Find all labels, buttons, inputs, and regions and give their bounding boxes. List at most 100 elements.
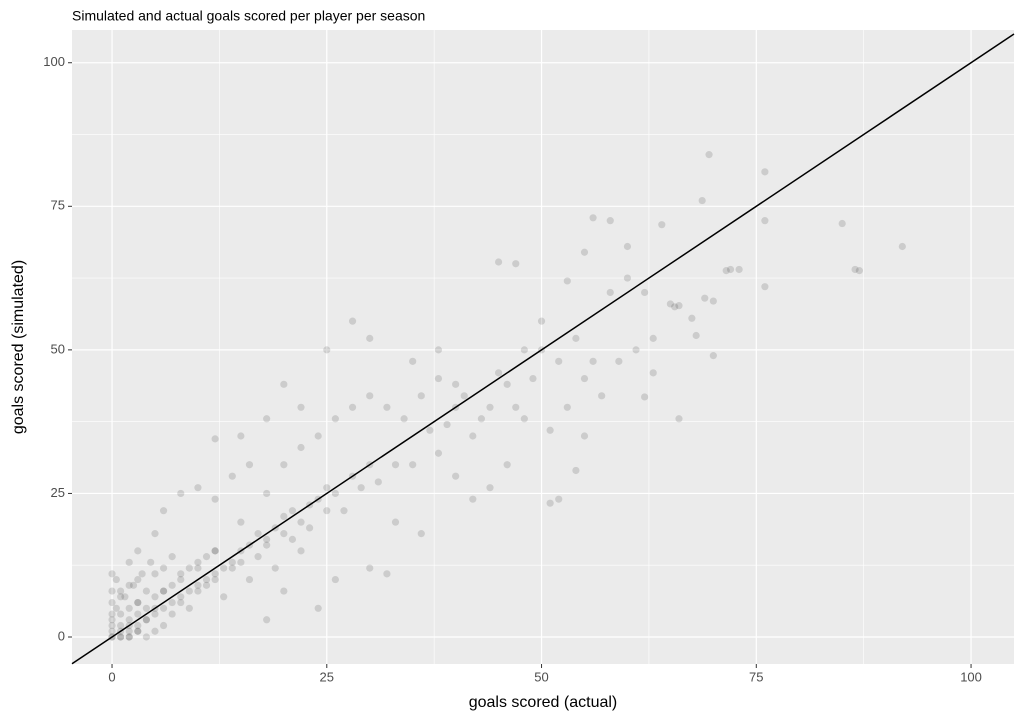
point xyxy=(855,267,863,275)
point xyxy=(469,432,477,440)
point xyxy=(151,627,159,635)
point xyxy=(494,369,503,377)
point xyxy=(117,587,125,595)
point xyxy=(671,303,679,311)
point xyxy=(357,484,365,492)
point xyxy=(112,575,120,584)
point xyxy=(138,570,146,578)
point xyxy=(580,432,589,440)
point xyxy=(469,495,477,503)
point xyxy=(108,570,116,578)
point xyxy=(520,415,528,423)
point xyxy=(129,581,138,589)
point xyxy=(761,283,769,291)
point xyxy=(125,627,133,635)
point xyxy=(555,495,563,503)
point xyxy=(142,633,150,641)
point xyxy=(383,570,391,578)
point xyxy=(537,317,546,325)
point xyxy=(761,217,769,225)
point xyxy=(675,415,683,423)
point xyxy=(409,461,417,469)
point xyxy=(460,392,468,400)
point xyxy=(177,598,185,607)
point xyxy=(254,553,262,561)
point xyxy=(426,426,434,434)
point xyxy=(134,627,142,635)
point xyxy=(117,633,125,641)
point xyxy=(159,621,168,630)
point xyxy=(142,604,150,612)
point xyxy=(108,598,116,607)
point xyxy=(366,334,374,342)
point xyxy=(194,484,202,492)
point xyxy=(675,302,683,310)
point xyxy=(117,621,125,630)
point xyxy=(125,633,133,641)
point xyxy=(898,242,906,251)
point xyxy=(409,357,417,365)
point xyxy=(211,547,219,555)
point xyxy=(151,530,159,538)
point xyxy=(580,248,589,256)
point xyxy=(606,288,614,297)
point xyxy=(705,151,713,159)
point xyxy=(263,535,271,543)
point xyxy=(121,593,129,601)
point xyxy=(151,593,159,601)
point xyxy=(555,357,563,365)
point xyxy=(323,346,331,354)
x-tick-label: 0 xyxy=(108,669,115,684)
point xyxy=(323,484,331,492)
point xyxy=(589,214,597,222)
point xyxy=(194,581,202,589)
point xyxy=(709,297,717,305)
point xyxy=(688,314,696,322)
point xyxy=(108,587,116,595)
point xyxy=(374,478,382,486)
point xyxy=(177,575,185,584)
point xyxy=(503,380,511,388)
point xyxy=(142,587,150,595)
point xyxy=(580,374,589,383)
point xyxy=(202,553,211,561)
point xyxy=(125,558,133,566)
point xyxy=(202,581,211,589)
point xyxy=(125,633,133,641)
point xyxy=(228,564,236,572)
point xyxy=(263,489,271,498)
point xyxy=(331,489,339,498)
point xyxy=(417,530,425,538)
point xyxy=(486,403,494,411)
point xyxy=(125,616,133,624)
point xyxy=(649,334,657,342)
point xyxy=(142,616,150,624)
point xyxy=(641,288,649,297)
point xyxy=(280,461,288,469)
point xyxy=(701,294,709,302)
point xyxy=(211,575,219,584)
point xyxy=(211,435,219,443)
point xyxy=(572,334,580,342)
point xyxy=(134,575,142,584)
point xyxy=(452,472,460,480)
point xyxy=(280,512,288,521)
point xyxy=(159,507,168,515)
point xyxy=(314,604,322,612)
point xyxy=(125,604,133,612)
point xyxy=(391,461,400,469)
point xyxy=(211,570,219,578)
point xyxy=(340,507,348,515)
point xyxy=(177,489,185,498)
point xyxy=(159,564,168,572)
point xyxy=(185,604,193,612)
point xyxy=(147,558,155,566)
point xyxy=(563,403,571,411)
x-tick-label: 50 xyxy=(534,669,548,684)
point xyxy=(194,587,202,595)
point xyxy=(112,604,120,612)
point xyxy=(649,369,657,377)
point xyxy=(452,380,460,388)
point xyxy=(134,627,142,635)
point xyxy=(194,558,202,566)
